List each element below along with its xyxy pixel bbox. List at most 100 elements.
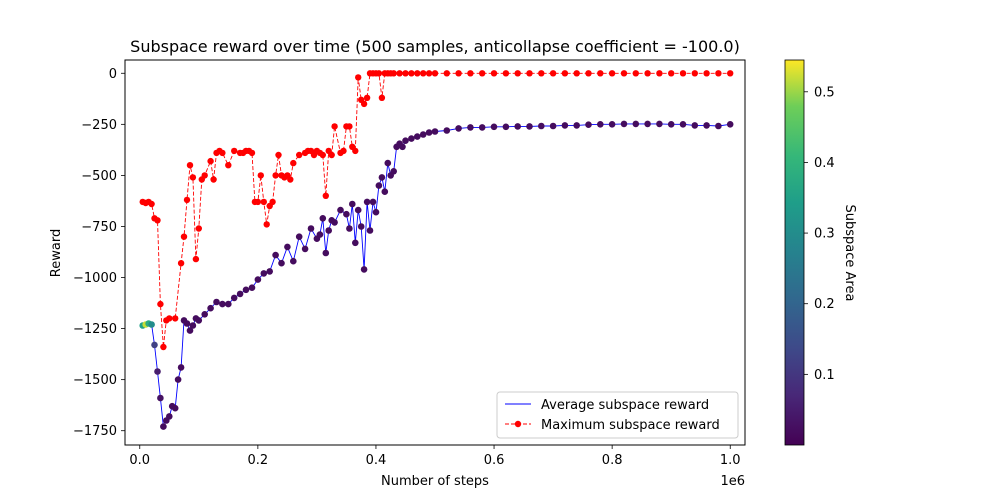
maximum-reward-point: [490, 70, 498, 77]
average-reward-point: [425, 129, 433, 136]
maximum-reward-point: [573, 70, 580, 77]
average-reward-point: [186, 327, 194, 334]
average-reward-point: [343, 210, 350, 218]
maximum-reward-point: [425, 70, 433, 77]
average-reward-point: [597, 121, 604, 128]
average-reward-point: [174, 376, 182, 383]
maximum-reward-point: [620, 70, 628, 77]
average-reward-point: [148, 321, 155, 328]
plot-area: [139, 70, 734, 430]
average-reward-point: [254, 276, 262, 283]
colorbar-tick-label: 0.2: [814, 297, 835, 312]
maximum-reward-point: [479, 70, 486, 77]
maximum-reward-point: [263, 221, 270, 228]
average-reward-point: [166, 413, 173, 420]
average-reward-point: [644, 120, 651, 128]
average-reward-point: [325, 227, 333, 234]
average-reward-point: [632, 120, 640, 128]
maximum-reward-point: [585, 70, 592, 77]
average-reward-point: [295, 233, 303, 240]
maximum-reward-point: [549, 70, 557, 77]
average-reward-point: [322, 249, 330, 257]
average-reward-point: [490, 123, 498, 131]
average-reward-point: [431, 128, 439, 135]
average-reward-point: [171, 404, 179, 412]
maximum-reward-point: [180, 233, 188, 240]
maximum-reward-point: [186, 162, 194, 169]
colorbar-ticks: 0.1 0.2 0.3 0.4 0.5: [804, 85, 835, 383]
legend-average-label: Average subspace reward: [541, 398, 709, 413]
average-reward-point: [384, 159, 392, 167]
y-tick-label: 0: [109, 67, 117, 82]
x-tick-label: 0.4: [366, 453, 387, 468]
average-reward-point: [337, 206, 344, 214]
x-axis-label: Number of steps: [381, 474, 489, 489]
maximum-reward-point: [210, 176, 217, 183]
maximum-reward-point: [656, 70, 663, 77]
maximum-reward-point: [183, 196, 191, 204]
average-reward-point: [399, 143, 406, 151]
maximum-reward-point: [219, 149, 226, 157]
maximum-reward-point: [331, 123, 338, 130]
maximum-reward-point: [328, 151, 335, 159]
average-reward-point: [225, 300, 232, 308]
maximum-reward-point: [679, 70, 687, 77]
average-reward-point: [667, 121, 675, 128]
average-reward-point: [372, 208, 380, 216]
average-reward-point: [219, 300, 226, 308]
maximum-reward-point: [201, 172, 208, 179]
average-reward-point: [154, 368, 161, 375]
legend-box: [496, 391, 739, 439]
average-reward-point: [189, 322, 197, 329]
average-reward-point: [419, 131, 427, 138]
average-reward-point: [381, 188, 389, 195]
average-reward-point: [538, 122, 545, 130]
maximum-reward-point: [207, 157, 214, 165]
x-tick-label: 0.2: [248, 453, 269, 468]
maximum-reward-point: [287, 176, 294, 183]
average-reward-point: [354, 206, 362, 214]
average-reward-point: [260, 270, 268, 277]
maximum-reward-point: [644, 70, 651, 77]
average-reward-point: [691, 122, 699, 129]
axes-frame: [124, 59, 746, 446]
average-reward-point: [549, 122, 557, 130]
average-reward-point: [157, 394, 164, 402]
y-axis-label: Reward: [49, 229, 64, 277]
average-reward-point: [284, 243, 291, 251]
maximum-reward-point: [378, 94, 386, 102]
maximum-reward-point: [561, 70, 569, 77]
average-reward-point: [408, 135, 415, 142]
legend-maximum-label: Maximum subspace reward: [541, 418, 720, 433]
average-reward-point: [349, 200, 356, 208]
y-tick-label: −1250: [73, 322, 117, 337]
maximum-reward-point: [668, 70, 675, 77]
average-reward-point: [272, 251, 279, 259]
maximum-reward-point: [290, 159, 297, 167]
y-tick-label: −250: [81, 118, 117, 133]
average-reward-point: [502, 123, 510, 131]
maximum-reward-point: [257, 172, 264, 179]
maximum-reward-point: [352, 147, 359, 155]
average-reward-point: [230, 294, 238, 302]
average-reward-point: [390, 168, 398, 175]
maximum-reward-point: [431, 70, 439, 77]
average-reward-point: [236, 290, 244, 298]
maximum-reward-point: [597, 70, 604, 77]
average-reward-line: [142, 123, 731, 429]
average-reward-point: [561, 122, 569, 129]
chart-title: Subspace reward over time (500 samples, …: [130, 37, 740, 56]
average-reward-point: [331, 219, 338, 226]
maximum-reward-point: [248, 149, 256, 157]
maximum-reward-point: [225, 162, 232, 169]
average-reward-point: [455, 125, 462, 132]
maximum-reward-point: [526, 70, 533, 77]
y-axis: 0 −250 −500 −750 −1000 −1250 −1500 −1750: [73, 67, 125, 439]
average-reward-point: [366, 227, 374, 234]
average-reward-point: [160, 423, 167, 430]
maximum-reward-point: [715, 70, 722, 77]
y-tick-label: −1750: [73, 424, 117, 439]
maximum-reward-point: [254, 198, 262, 206]
maximum-reward-point: [189, 174, 197, 181]
